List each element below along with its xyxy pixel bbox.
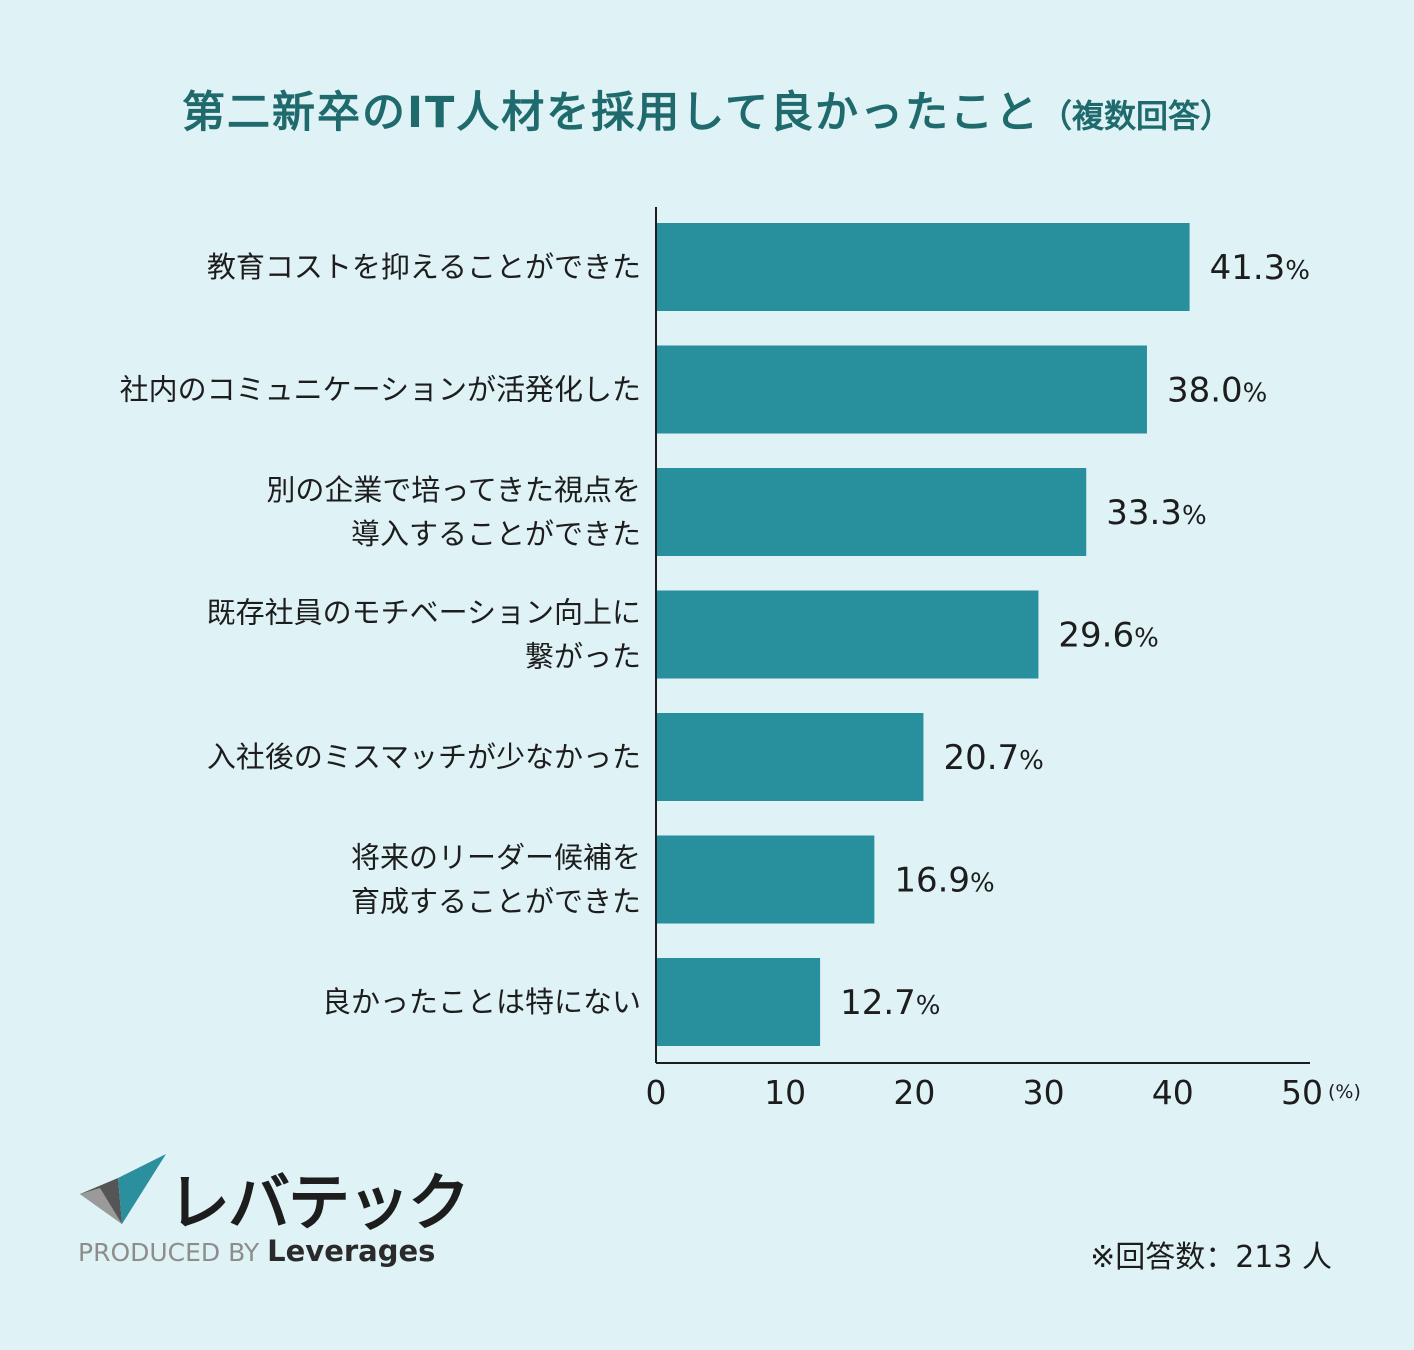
- category-label: 良かったことは特にない: [322, 985, 641, 1019]
- levtech-logo: レバテック PRODUCED BY Leverages: [78, 1148, 470, 1273]
- bar-value-label: 20.7%: [943, 738, 1043, 778]
- bar: [656, 590, 1039, 679]
- bar-value-label: 16.9%: [894, 861, 994, 901]
- x-tick-label: 50: [1281, 1073, 1323, 1112]
- bar-value-label: 29.6%: [1058, 616, 1158, 656]
- bar: [656, 713, 924, 801]
- category-label: 入社後のミスマッチが少なかった: [207, 740, 641, 774]
- bar-value-label: 33.3%: [1106, 493, 1206, 533]
- category-label: 既存社員のモチベーション向上に: [207, 596, 641, 630]
- category-label: 社内のコミュニケーションが活発化した: [120, 373, 641, 407]
- x-tick-label: 0: [646, 1073, 667, 1112]
- category-label: 導入することができた: [351, 517, 641, 551]
- category-label: 繋がった: [525, 640, 641, 674]
- chart-subtitle: （複数回答）: [1040, 97, 1233, 135]
- x-unit-label: (%): [1328, 1081, 1361, 1103]
- brand-name: Leverages: [267, 1234, 436, 1268]
- x-tick-label: 20: [893, 1073, 935, 1112]
- bar: [656, 835, 875, 924]
- category-label: 将来のリーダー候補を: [351, 841, 641, 875]
- respondent-count-note: ※回答数：213 人: [1090, 1240, 1332, 1275]
- logo-wordmark: レバテック: [168, 1166, 470, 1239]
- chart-title-block: 第二新卒のIT人材を採用して良かったこと（複数回答）: [0, 78, 1414, 140]
- x-tick-label: 10: [764, 1073, 806, 1112]
- category-label: 教育コストを抑えることができた: [207, 250, 641, 284]
- bar: [656, 223, 1190, 311]
- bar: [656, 958, 821, 1046]
- category-label: 別の企業で培ってきた視点を: [266, 473, 641, 507]
- category-label: 育成することができた: [351, 885, 641, 919]
- bar-value-label: 12.7%: [840, 983, 940, 1023]
- bar: [656, 468, 1087, 556]
- x-tick-label: 40: [1152, 1073, 1194, 1112]
- produced-by-line: PRODUCED BY Leverages: [78, 1234, 435, 1268]
- logo-check-icon: [80, 1154, 166, 1224]
- chart-title: 第二新卒のIT人材を採用して良かったこと: [181, 88, 1041, 138]
- bar: [656, 345, 1147, 434]
- bar-chart: 41.3% 教育コストを抑えることができた 38.0% 社内のコミュニケーションが活発…: [120, 207, 1361, 1112]
- bar-value-label: 38.0%: [1167, 371, 1267, 411]
- bar-value-label: 41.3%: [1210, 248, 1310, 288]
- x-tick-label: 30: [1023, 1073, 1065, 1112]
- produced-by-text: PRODUCED BY: [78, 1238, 260, 1267]
